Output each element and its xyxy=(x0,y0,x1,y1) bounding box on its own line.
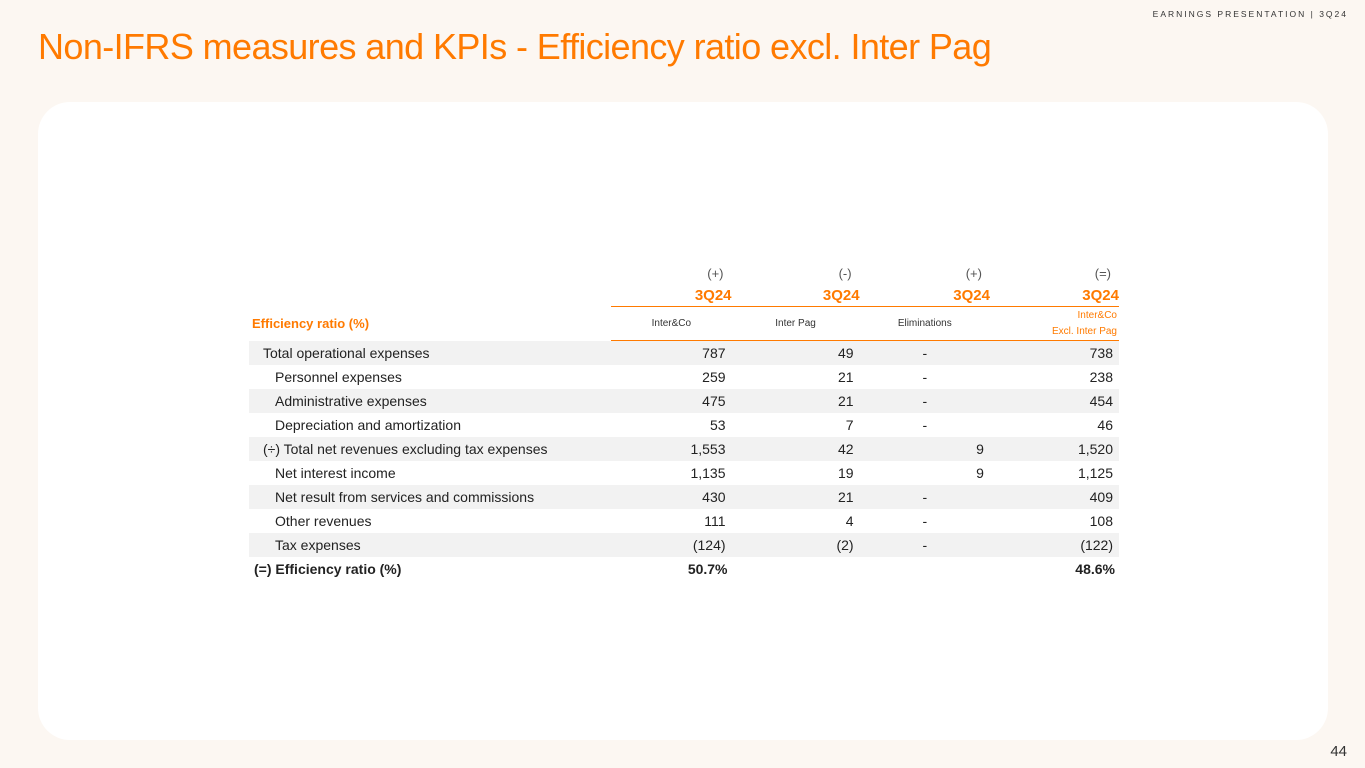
empty-cell xyxy=(249,284,611,307)
col-period: 3Q24 xyxy=(731,284,860,307)
result-label: (=) Efficiency ratio (%) xyxy=(254,561,402,577)
cell-value: - xyxy=(922,513,928,529)
row-label: (÷) Total net revenues excluding tax exp… xyxy=(249,437,612,461)
row-label: Other revenues xyxy=(275,513,372,529)
col-sign: (+) xyxy=(707,265,724,281)
cell-value: 1,520 xyxy=(989,437,1119,461)
cell-value: (122) xyxy=(989,533,1119,557)
table-row: Administrative expenses 475 21 - 454 xyxy=(249,389,1119,413)
col-entity: Inter&Co xyxy=(611,306,732,341)
cell-value: 430 xyxy=(611,485,732,509)
efficiency-ratio-table: (+) (-) (+) (=) 3Q24 3Q24 3Q24 3Q24 Effi… xyxy=(249,262,1119,581)
cell-value: 108 xyxy=(1089,513,1113,529)
cell-value: 475 xyxy=(611,389,732,413)
cell-value: 738 xyxy=(989,340,1119,365)
table-row: (÷) Total net revenues excluding tax exp… xyxy=(249,437,1119,461)
cell-value: 1,553 xyxy=(611,437,732,461)
cell-value: 53 xyxy=(709,417,726,433)
cell-value: 21 xyxy=(731,485,860,509)
cell-value: 1,135 xyxy=(690,465,726,481)
cell-value: - xyxy=(922,417,928,433)
cell-value: 9 xyxy=(976,465,984,481)
result-value: 48.6% xyxy=(1075,561,1115,577)
col-entity: Inter&Co Excl. Inter Pag xyxy=(989,306,1119,341)
page-number: 44 xyxy=(1330,743,1347,760)
table-row: Other revenues 111 4 - 108 xyxy=(249,509,1119,533)
entity-row: Efficiency ratio (%) Inter&Co Inter Pag … xyxy=(249,306,1119,341)
cell-value: 21 xyxy=(731,389,860,413)
cell-value: - xyxy=(922,369,928,385)
cell-value: 259 xyxy=(702,369,726,385)
row-label: Net result from services and commissions xyxy=(249,485,612,509)
cell-value: - xyxy=(859,533,990,557)
row-label: Net interest income xyxy=(275,465,396,481)
col-sign: (=) xyxy=(1094,265,1111,281)
cell-value: - xyxy=(859,389,990,413)
col-period: 3Q24 xyxy=(859,284,990,307)
table-row: Total operational expenses 787 49 - 738 xyxy=(249,340,1119,365)
table-row: Net result from services and commissions… xyxy=(249,485,1119,509)
result-value xyxy=(732,557,860,581)
content-card xyxy=(38,102,1328,740)
cell-value: 21 xyxy=(838,369,854,385)
cell-value: - xyxy=(859,340,990,365)
result-row: (=) Efficiency ratio (%) 50.7% 48.6% xyxy=(249,557,1119,581)
cell-value: 42 xyxy=(731,437,860,461)
col-period: 3Q24 xyxy=(611,284,732,307)
cell-value: 111 xyxy=(704,513,726,529)
cell-value: 19 xyxy=(838,465,854,481)
header-tag: EARNINGS PRESENTATION | 3Q24 xyxy=(1152,9,1348,19)
result-value: 50.7% xyxy=(687,561,728,577)
cell-value: (124) xyxy=(611,533,732,557)
empty-cell xyxy=(249,262,611,284)
col-entity: Inter Pag xyxy=(731,306,860,341)
cell-value: 9 xyxy=(859,437,990,461)
cell-value: 787 xyxy=(611,340,732,365)
row-label: Total operational expenses xyxy=(249,340,612,365)
row-label: Personnel expenses xyxy=(275,369,402,385)
cell-value: (2) xyxy=(731,533,860,557)
cell-value: 49 xyxy=(731,340,860,365)
col-entity-line2: Excl. Inter Pag xyxy=(1051,325,1117,337)
table-row: Tax expenses (124) (2) - (122) xyxy=(249,533,1119,557)
col-entity-line1: Inter&Co xyxy=(1077,309,1117,321)
table-row: Net interest income 1,135 19 9 1,125 xyxy=(249,461,1119,485)
cell-value: 238 xyxy=(1089,369,1113,385)
col-period: 3Q24 xyxy=(989,284,1119,307)
page-title: Non-IFRS measures and KPIs - Efficiency … xyxy=(38,26,992,67)
cell-value: 46 xyxy=(1097,417,1113,433)
cell-value: 454 xyxy=(989,389,1119,413)
table-row: Personnel expenses 259 21 - 238 xyxy=(249,365,1119,389)
row-label: Tax expenses xyxy=(249,533,612,557)
cell-value: 7 xyxy=(845,417,854,433)
col-sign: (-) xyxy=(838,265,852,281)
cell-value: 1,125 xyxy=(1077,465,1113,481)
table-label: Efficiency ratio (%) xyxy=(252,316,370,331)
cell-value: 409 xyxy=(989,485,1119,509)
table-row: Depreciation and amortization 53 7 - 46 xyxy=(249,413,1119,437)
row-label: Administrative expenses xyxy=(249,389,612,413)
cell-value: 4 xyxy=(845,513,854,529)
cell-value: - xyxy=(859,485,990,509)
sign-row: (+) (-) (+) (=) xyxy=(249,262,1119,284)
col-entity: Eliminations xyxy=(859,306,990,341)
result-value xyxy=(860,557,990,581)
row-label: Depreciation and amortization xyxy=(275,417,461,433)
period-row: 3Q24 3Q24 3Q24 3Q24 xyxy=(249,284,1119,307)
col-sign: (+) xyxy=(965,265,982,281)
